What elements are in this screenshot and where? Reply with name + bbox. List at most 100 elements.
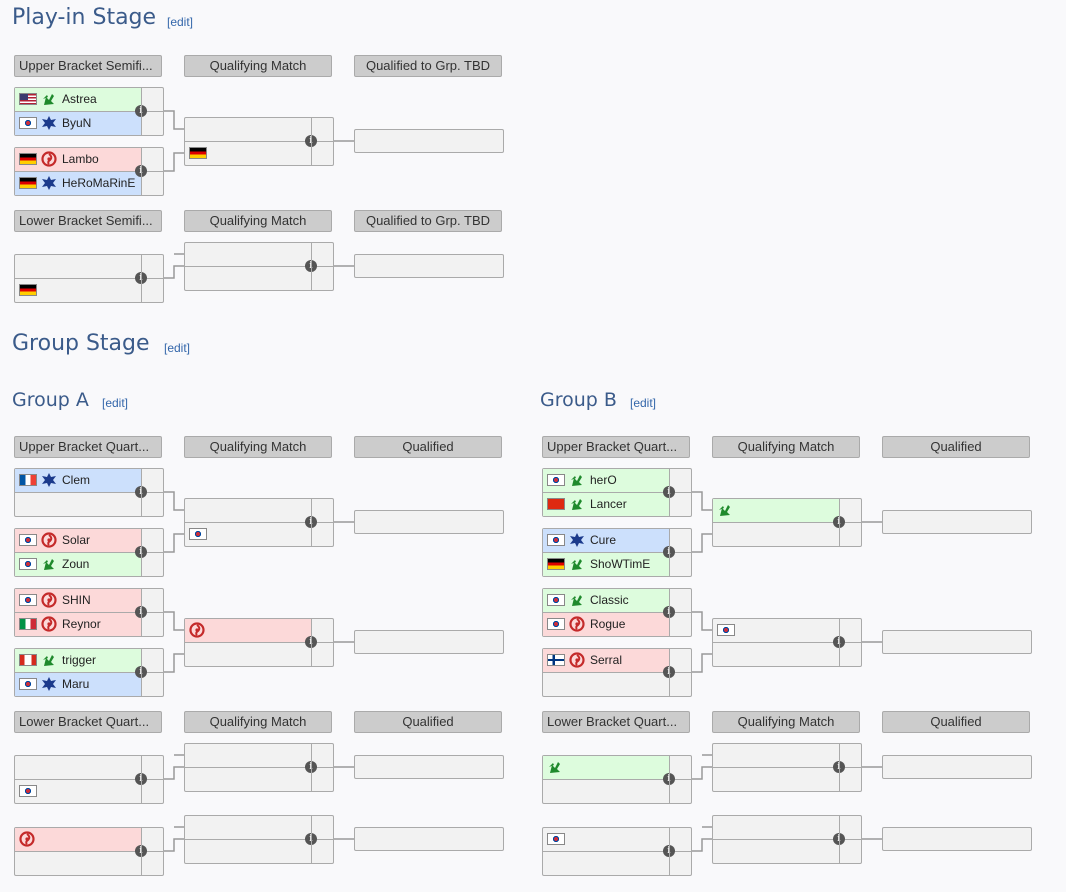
player-slot[interactable]: [543, 852, 669, 875]
player-slot[interactable]: ShoWTimE: [543, 553, 669, 576]
info-icon[interactable]: i: [305, 833, 317, 845]
player-slot[interactable]: [185, 840, 311, 863]
player-slot[interactable]: [185, 523, 311, 546]
info-icon[interactable]: i: [663, 773, 675, 785]
info-icon[interactable]: i: [135, 546, 147, 558]
info-icon[interactable]: i: [663, 486, 675, 498]
info-icon[interactable]: i: [305, 260, 317, 272]
player-name[interactable]: Cure: [590, 533, 617, 547]
player-slot[interactable]: [713, 816, 839, 839]
player-name[interactable]: trigger: [62, 653, 97, 667]
info-icon[interactable]: i: [135, 606, 147, 618]
player-slot[interactable]: Rogue: [543, 613, 669, 636]
info-icon[interactable]: i: [833, 761, 845, 773]
match-box[interactable]: i: [712, 743, 862, 792]
player-slot[interactable]: [185, 744, 311, 767]
info-icon[interactable]: i: [135, 486, 147, 498]
info-icon[interactable]: i: [135, 165, 147, 177]
player-slot[interactable]: Lancer: [543, 493, 669, 516]
match-box[interactable]: i: [14, 755, 164, 804]
match-box[interactable]: i: [184, 743, 334, 792]
player-slot[interactable]: [185, 499, 311, 522]
match-box[interactable]: i: [184, 117, 334, 166]
info-icon[interactable]: i: [305, 516, 317, 528]
match-box[interactable]: i: [712, 815, 862, 864]
match-box[interactable]: i: [14, 827, 164, 876]
player-slot[interactable]: [713, 499, 839, 522]
match-box[interactable]: i: [184, 242, 334, 291]
info-icon[interactable]: i: [833, 636, 845, 648]
player-slot[interactable]: [713, 643, 839, 666]
player-slot[interactable]: [185, 619, 311, 642]
player-slot[interactable]: [713, 523, 839, 546]
match-box[interactable]: Astrea ByuN i: [14, 87, 164, 136]
player-slot[interactable]: [543, 673, 669, 696]
player-slot[interactable]: [185, 643, 311, 666]
player-slot[interactable]: herO: [543, 469, 669, 492]
player-slot[interactable]: [185, 118, 311, 141]
player-slot[interactable]: [185, 267, 311, 290]
player-slot[interactable]: [15, 255, 141, 278]
group-stage-edit-link[interactable]: [edit]: [164, 341, 191, 355]
player-slot[interactable]: Cure: [543, 529, 669, 552]
match-box[interactable]: Solar Zoun i: [14, 528, 164, 577]
info-icon[interactable]: i: [135, 773, 147, 785]
group-a-edit-link[interactable]: [edit]: [102, 396, 129, 410]
player-slot[interactable]: [185, 142, 311, 165]
player-slot[interactable]: Solar: [15, 529, 141, 552]
match-box[interactable]: Serral i: [542, 648, 692, 697]
info-icon[interactable]: i: [135, 666, 147, 678]
match-box[interactable]: i: [14, 254, 164, 303]
info-icon[interactable]: i: [135, 105, 147, 117]
info-icon[interactable]: i: [135, 845, 147, 857]
info-icon[interactable]: i: [663, 666, 675, 678]
player-slot[interactable]: [185, 768, 311, 791]
player-slot[interactable]: HeRoMaRinE: [15, 172, 141, 195]
match-box[interactable]: i: [184, 815, 334, 864]
player-slot[interactable]: [15, 756, 141, 779]
player-slot[interactable]: [15, 780, 141, 803]
player-name[interactable]: SHIN: [62, 593, 91, 607]
match-box[interactable]: Cure ShoWTimE i: [542, 528, 692, 577]
match-box[interactable]: SHIN Reynor i: [14, 588, 164, 637]
player-slot[interactable]: Serral: [543, 649, 669, 672]
player-slot[interactable]: Classic: [543, 589, 669, 612]
player-slot[interactable]: [543, 780, 669, 803]
player-name[interactable]: ShoWTimE: [590, 557, 651, 571]
player-slot[interactable]: [713, 619, 839, 642]
player-slot[interactable]: SHIN: [15, 589, 141, 612]
match-box[interactable]: trigger Maru i: [14, 648, 164, 697]
player-name[interactable]: herO: [590, 473, 617, 487]
info-icon[interactable]: i: [305, 636, 317, 648]
player-name[interactable]: Lancer: [590, 497, 627, 511]
player-name[interactable]: HeRoMaRinE: [62, 176, 136, 190]
player-slot[interactable]: Clem: [15, 469, 141, 492]
player-name[interactable]: ByuN: [62, 116, 92, 130]
player-name[interactable]: Clem: [62, 473, 91, 487]
player-slot[interactable]: trigger: [15, 649, 141, 672]
match-box[interactable]: i: [712, 498, 862, 547]
info-icon[interactable]: i: [663, 606, 675, 618]
player-name[interactable]: Lambo: [62, 152, 99, 166]
player-slot[interactable]: Lambo: [15, 148, 141, 171]
player-slot[interactable]: [185, 243, 311, 266]
info-icon[interactable]: i: [135, 272, 147, 284]
player-slot[interactable]: [713, 768, 839, 791]
player-slot[interactable]: [185, 816, 311, 839]
player-name[interactable]: Zoun: [62, 557, 90, 571]
group-b-edit-link[interactable]: [edit]: [630, 396, 657, 410]
player-name[interactable]: Maru: [62, 677, 90, 691]
match-box[interactable]: i: [542, 755, 692, 804]
player-slot[interactable]: [15, 828, 141, 851]
info-icon[interactable]: i: [833, 516, 845, 528]
player-name[interactable]: Serral: [590, 653, 623, 667]
player-slot[interactable]: Reynor: [15, 613, 141, 636]
info-icon[interactable]: i: [305, 761, 317, 773]
match-box[interactable]: i: [542, 827, 692, 876]
match-box[interactable]: herO Lancer i: [542, 468, 692, 517]
player-slot[interactable]: ByuN: [15, 112, 141, 135]
player-slot[interactable]: [543, 828, 669, 851]
playin-edit-link[interactable]: [edit]: [167, 15, 194, 29]
player-name[interactable]: Astrea: [62, 92, 97, 106]
player-slot[interactable]: [713, 840, 839, 863]
